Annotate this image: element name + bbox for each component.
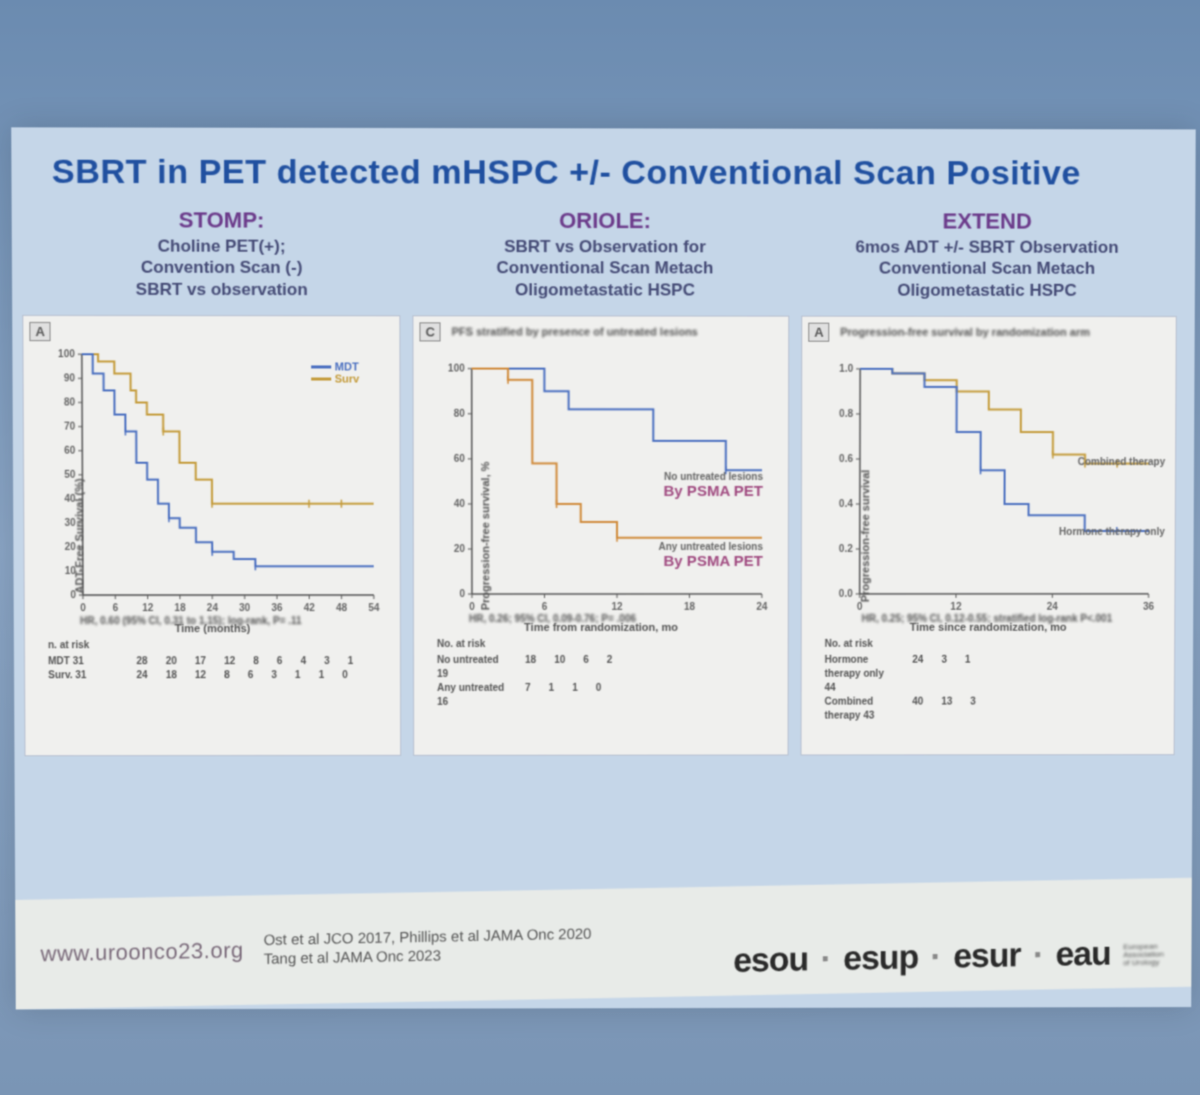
svg-text:6: 6 (113, 603, 119, 614)
study-name: ORIOLE: (421, 208, 789, 235)
svg-text:36: 36 (1143, 602, 1155, 613)
svg-text:0.8: 0.8 (839, 409, 853, 420)
hr-text: HR, 0.60 (95% CI, 0.31 to 1.15); log-ran… (80, 616, 302, 627)
study-desc: SBRT vs Observation for (421, 236, 789, 258)
legend-item: MDT (335, 361, 359, 373)
svg-text:18: 18 (684, 602, 696, 613)
svg-text:60: 60 (64, 445, 76, 456)
svg-text:0.6: 0.6 (839, 454, 853, 465)
slide: SBRT in PET detected mHSPC +/- Conventio… (11, 127, 1196, 1009)
svg-text:0: 0 (857, 602, 863, 613)
svg-text:18: 18 (174, 603, 186, 614)
chart-annotation: Any untreated lesions By PSMA PET (659, 542, 763, 570)
study-desc: 6mos ADT +/- SBRT Observation (804, 236, 1171, 258)
svg-text:24: 24 (756, 602, 768, 613)
svg-text:12: 12 (950, 602, 962, 613)
svg-text:36: 36 (271, 603, 283, 614)
y-axis-label: Progression-free survival, % (480, 461, 492, 610)
svg-text:0.4: 0.4 (839, 499, 853, 510)
study-desc: Conventional Scan Metach (804, 258, 1170, 280)
y-axis-label: ADT-Free Survival (%) (74, 478, 87, 593)
study-desc: Convention Scan (-) (37, 257, 406, 279)
risk-table: No. at riskNo untreated 19181062Any untr… (422, 638, 780, 710)
references: Ost et al JCO 2017, Phillips et al JAMA … (264, 924, 592, 969)
svg-text:80: 80 (454, 408, 466, 419)
svg-text:30: 30 (239, 603, 251, 614)
svg-text:90: 90 (64, 373, 76, 384)
svg-text:24: 24 (207, 603, 219, 614)
panel-letter: A (808, 322, 829, 341)
svg-text:70: 70 (64, 421, 76, 432)
charts-row: A ADT-Free Survival (%) 0102030405060708… (12, 300, 1195, 766)
svg-text:0: 0 (469, 602, 475, 613)
annotation-small: Any untreated lesions (659, 542, 763, 553)
y-axis-label: Progression-free survival (860, 469, 872, 602)
chart-annotation: Combined therapy (1078, 457, 1166, 468)
study-desc: Conventional Scan Metach (421, 257, 789, 279)
study-col-oriole: ORIOLE: SBRT vs Observation for Conventi… (421, 208, 789, 301)
logo-esup: esup (843, 938, 918, 977)
svg-text:54: 54 (368, 603, 380, 614)
svg-text:0.2: 0.2 (839, 544, 853, 555)
svg-text:1.0: 1.0 (839, 364, 853, 375)
footer-url: www.uroonco23.org (15, 937, 243, 967)
study-col-extend: EXTEND 6mos ADT +/- SBRT Observation Con… (804, 208, 1171, 301)
study-desc: Oligometastatic HSPC (804, 279, 1170, 301)
svg-text:20: 20 (454, 544, 466, 555)
svg-text:100: 100 (58, 349, 75, 360)
study-desc: Oligometastatic HSPC (421, 279, 789, 301)
risk-table: No. at riskHormone therapy only 442431Co… (810, 637, 1167, 723)
panel-letter: C (419, 322, 440, 341)
svg-text:0: 0 (459, 589, 465, 600)
annotation-big: By PSMA PET (664, 483, 763, 500)
svg-text:12: 12 (142, 603, 154, 614)
chart-annotation: No untreated lesions By PSMA PET (664, 472, 763, 500)
slide-title: SBRT in PET detected mHSPC +/- Conventio… (11, 127, 1196, 208)
logo-esur: esur (953, 936, 1021, 975)
panel-title: PFS stratified by presence of untreated … (452, 326, 781, 338)
study-name: STOMP: (37, 207, 406, 234)
footer: www.uroonco23.org Ost et al JCO 2017, Ph… (15, 878, 1192, 1010)
hr-text: HR, 0.26; 95% CI, 0.09-0.76; P= .006 (469, 614, 636, 625)
svg-text:6: 6 (542, 602, 548, 613)
annotation-big: By PSMA PET (659, 553, 763, 570)
chart-annotation: Hormone therapy only (1059, 527, 1165, 538)
panel-title: Progression-free survival by randomizati… (840, 326, 1168, 338)
chart-panel-extend: A Progression-free survival by randomiza… (801, 315, 1177, 755)
hr-text: HR, 0.25; 95% CI, 0.12-0.55; stratified … (862, 614, 1113, 625)
panel-letter: A (29, 322, 51, 341)
chart-panel-oriole: C PFS stratified by presence of untreate… (412, 315, 789, 756)
logo-esou: esou (733, 941, 808, 980)
study-name: EXTEND (804, 208, 1171, 235)
legend: MDT Surv (311, 361, 360, 385)
annotation-small: No untreated lesions (664, 472, 763, 483)
svg-text:60: 60 (454, 454, 466, 465)
risk-table: n. at riskMDT 312820171286431Surv. 31241… (33, 639, 392, 683)
svg-text:0.0: 0.0 (839, 589, 853, 600)
study-columns: STOMP: Choline PET(+); Convention Scan (… (12, 207, 1196, 301)
svg-text:40: 40 (454, 499, 466, 510)
logo-strip: esou · esup · esur · eau European Associ… (733, 934, 1172, 981)
svg-text:100: 100 (448, 363, 465, 374)
study-desc: Choline PET(+); (37, 235, 406, 257)
svg-text:48: 48 (336, 603, 348, 614)
logo-subtitle: European Association of Urology (1123, 943, 1168, 968)
legend-item: Surv (335, 373, 360, 385)
svg-text:12: 12 (611, 602, 623, 613)
svg-text:80: 80 (64, 397, 76, 408)
svg-text:42: 42 (304, 603, 316, 614)
study-col-stomp: STOMP: Choline PET(+); Convention Scan (… (37, 207, 406, 300)
svg-text:0: 0 (80, 603, 86, 614)
study-desc: SBRT vs observation (37, 278, 406, 300)
chart-panel-stomp: A ADT-Free Survival (%) 0102030405060708… (22, 315, 401, 756)
logo-eau: eau (1055, 935, 1110, 974)
svg-text:24: 24 (1047, 602, 1059, 613)
